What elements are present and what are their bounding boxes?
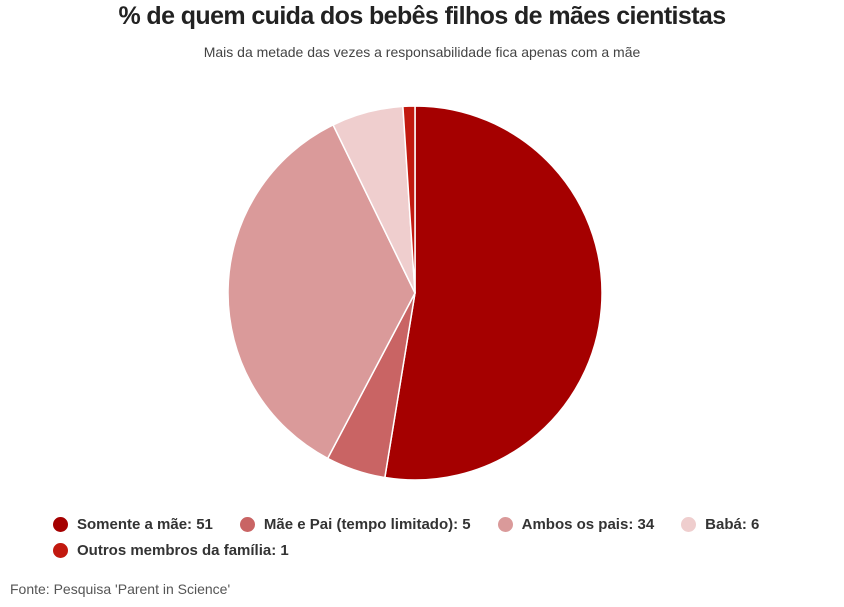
legend-swatch-icon [497, 516, 513, 532]
legend-label: Ambos os pais: 34 [521, 515, 655, 533]
legend-swatch-icon [681, 516, 697, 532]
legend-swatch-icon [53, 542, 68, 558]
chart-legend: Somente a mãe: 51 Mãe e Pai (tempo limita… [53, 515, 813, 559]
pie-slice-5 [402, 105, 416, 294]
chart-source: Fonte: Pesquisa 'Parent in Science' [10, 581, 231, 597]
legend-item-5: Outros membros da família: 1 [53, 541, 289, 559]
legend-label: Mãe e Pai (tempo limitado): 5 [263, 515, 471, 533]
pie-slice-1 [384, 105, 603, 481]
chart-title: % de quem cuida dos bebês filhos de mães… [118, 2, 726, 30]
legend-label: Babá: 6 [705, 515, 760, 533]
pie-slice-3 [227, 124, 416, 460]
legend-item-3: Ambos os pais: 34 [497, 515, 655, 533]
chart-subtitle: Mais da metade das vezes a responsabilid… [203, 44, 641, 60]
legend-label: Somente a mãe: 51 [77, 515, 213, 533]
legend-item-2: Mãe e Pai (tempo limitado): 5 [239, 515, 471, 533]
legend-label: Outros membros da família: 1 [77, 541, 289, 559]
legend-swatch-icon [239, 516, 255, 532]
legend-swatch-icon [53, 516, 68, 532]
legend-item-4: Babá: 6 [681, 515, 759, 533]
legend-item-1: Somente a mãe: 51 [53, 515, 213, 533]
